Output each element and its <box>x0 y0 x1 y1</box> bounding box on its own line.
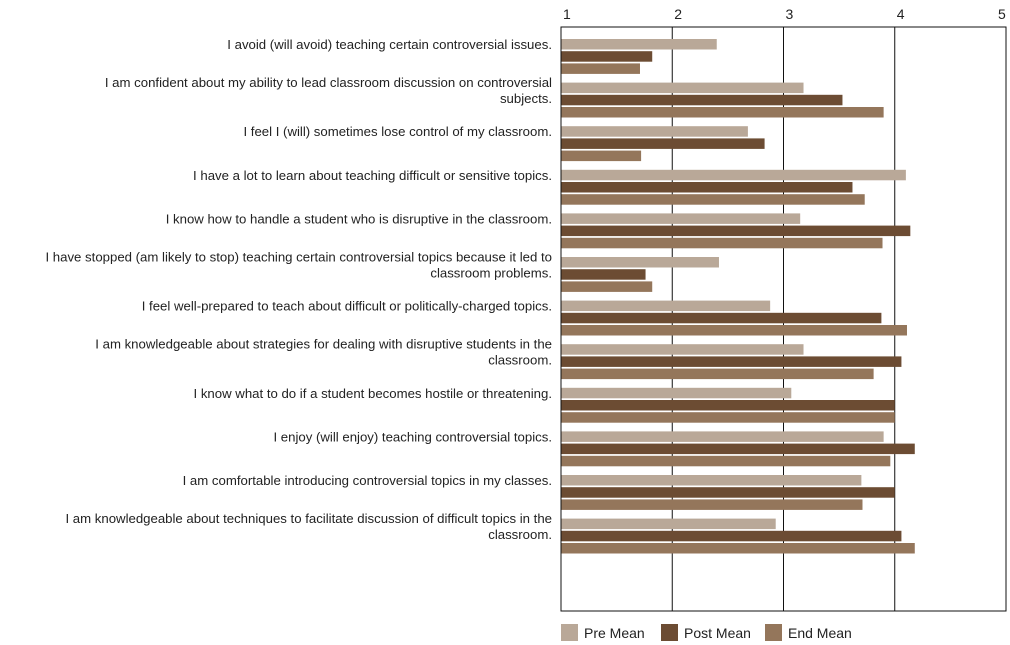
bar <box>561 325 907 336</box>
category-label: I know how to handle a student who is di… <box>166 211 552 226</box>
legend-label: Post Mean <box>684 625 751 641</box>
bar <box>561 312 882 324</box>
bar <box>561 400 895 411</box>
category-label: I am knowledgeable about strategies for … <box>95 337 552 352</box>
legend-label: Pre Mean <box>584 625 645 641</box>
bar <box>561 344 804 355</box>
bar <box>561 300 771 312</box>
category-label: I enjoy (will enjoy) teaching controvers… <box>273 429 552 444</box>
bar <box>561 169 906 181</box>
category-label: subjects. <box>500 91 552 106</box>
bar <box>561 387 792 399</box>
category-label: I have a lot to learn about teaching dif… <box>193 168 552 183</box>
category-label: classroom. <box>488 527 552 542</box>
x-tick-label: 1 <box>563 6 571 22</box>
bar <box>561 412 895 423</box>
bar <box>561 530 902 542</box>
bar <box>561 499 863 510</box>
bar <box>561 455 891 467</box>
bar <box>561 39 717 50</box>
bar <box>561 182 853 193</box>
bar <box>561 107 884 118</box>
category-labels: I avoid (will avoid) teaching certain co… <box>45 37 552 542</box>
bar <box>561 281 653 292</box>
x-tick-label: 5 <box>998 6 1006 22</box>
bar <box>561 51 653 62</box>
category-label: I am knowledgeable about techniques to f… <box>65 511 552 526</box>
category-label: classroom. <box>488 353 552 368</box>
bar <box>561 487 895 498</box>
bar <box>561 225 911 237</box>
bars <box>561 39 915 554</box>
category-label: I know what to do if a student becomes h… <box>194 386 552 401</box>
bar <box>561 82 804 94</box>
legend-label: End Mean <box>788 625 852 641</box>
bar <box>561 213 801 224</box>
bar <box>561 94 843 106</box>
bar <box>561 269 646 280</box>
bar <box>561 475 862 486</box>
bar <box>561 257 719 268</box>
bar <box>561 126 748 137</box>
category-label: I have stopped (am likely to stop) teach… <box>45 250 552 265</box>
bar <box>561 356 902 367</box>
x-tick-label: 4 <box>897 6 905 22</box>
x-tick-label: 2 <box>674 6 682 22</box>
bar <box>561 63 640 74</box>
category-label: classroom problems. <box>430 266 552 281</box>
bar <box>561 543 915 554</box>
bar <box>561 368 874 380</box>
legend-swatch <box>561 624 578 641</box>
bar <box>561 194 865 205</box>
bar <box>561 150 642 162</box>
legend: Pre Mean Post Mean End Mean <box>561 624 852 641</box>
legend-swatch <box>765 624 782 641</box>
bar <box>561 518 776 530</box>
x-tick-label: 3 <box>786 6 794 22</box>
x-axis-ticks: 1 2 3 4 5 <box>563 6 1006 22</box>
category-label: I am comfortable introducing controversi… <box>183 473 552 488</box>
bar <box>561 431 884 442</box>
category-label: I avoid (will avoid) teaching certain co… <box>227 37 552 52</box>
bar <box>561 138 765 149</box>
category-label: I feel I (will) sometimes lose control o… <box>243 124 552 139</box>
plot-frame <box>560 26 1007 612</box>
legend-swatch <box>661 624 678 641</box>
bar <box>561 237 883 249</box>
category-label: I am confident about my ability to lead … <box>105 75 552 90</box>
bar <box>561 443 915 455</box>
category-label: I feel well-prepared to teach about diff… <box>142 299 552 314</box>
